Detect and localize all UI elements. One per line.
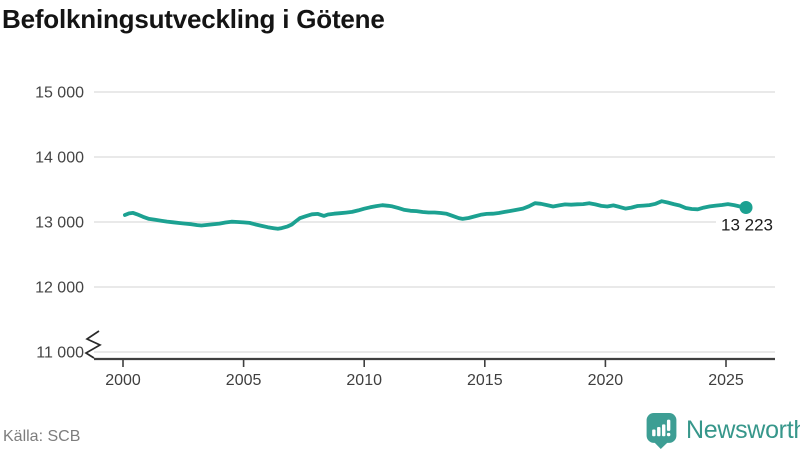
x-axis-tick-label: 2025 [708, 372, 744, 389]
y-axis-tick-label: 12 000 [35, 280, 84, 297]
newsworthy-logo-icon [646, 413, 677, 449]
x-axis-tick-label: 2005 [226, 372, 262, 389]
x-axis-tick-label: 2010 [346, 372, 382, 389]
page-title: Befolkningsutveckling i Götene [2, 4, 385, 34]
x-axis-tick-label: 2020 [588, 372, 624, 389]
end-value-label-bg [716, 215, 777, 234]
x-axis-tick-label: 2000 [105, 372, 141, 389]
logo-exclamation-bar [666, 419, 671, 431]
x-axis-tick-label: 2015 [467, 372, 503, 389]
logo-bar-1 [652, 429, 656, 437]
logo-bar-3 [662, 424, 666, 437]
newsworthy-logo[interactable]: Newsworthy [645, 412, 800, 449]
end-value-label: 13 223 [721, 216, 773, 235]
y-axis-tick-label: 15 000 [35, 85, 84, 102]
y-axis-tick-label: 13 000 [35, 215, 84, 232]
newsworthy-logo-text: Newsworthy [686, 416, 800, 444]
source-label: Källa: SCB [3, 428, 81, 445]
population-line [123, 199, 748, 231]
y-axis-tick-label: 11 000 [36, 345, 84, 362]
y-axis-break-icon [84, 330, 102, 359]
logo-exclamation-dot [666, 432, 671, 437]
logo-bar-2 [657, 427, 661, 437]
logo-bubble-shape [646, 413, 677, 449]
y-axis-tick-label: 14 000 [35, 150, 84, 167]
end-point-dot [739, 201, 753, 215]
